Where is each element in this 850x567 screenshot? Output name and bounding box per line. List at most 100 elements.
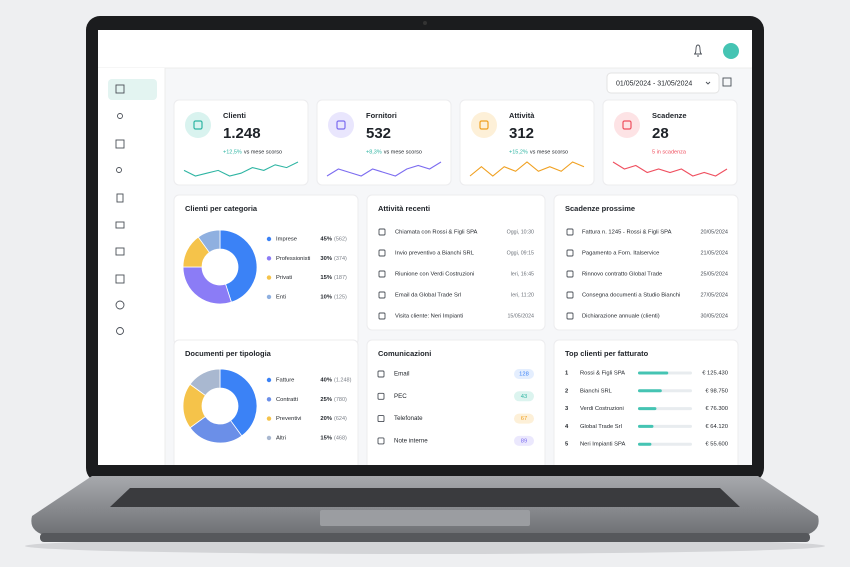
kpi-note: vs mese scorso xyxy=(530,149,568,155)
nav-clienti[interactable] xyxy=(117,113,123,119)
legend-dot xyxy=(266,236,272,242)
kpi-value: 1.248 xyxy=(223,125,261,142)
client-revenue: € 64.120 xyxy=(705,424,728,430)
kpi-icon-bg xyxy=(471,112,497,138)
front-edge xyxy=(40,533,810,542)
sparkline xyxy=(469,161,585,177)
kpi-icon-bg xyxy=(185,112,211,138)
donut-segment xyxy=(189,368,221,396)
client-revenue: € 125.430 xyxy=(702,371,728,377)
legend-dot xyxy=(266,397,272,402)
bell-icon[interactable] xyxy=(694,44,702,57)
item-icon xyxy=(566,291,574,299)
kpi-value: 28 xyxy=(652,125,669,142)
bar xyxy=(638,424,654,428)
client-rank: 4 xyxy=(565,424,569,430)
nav-archivio[interactable] xyxy=(115,247,125,256)
activity-time: 15/05/2024 xyxy=(507,313,534,319)
legend-label: Enti xyxy=(276,294,286,300)
legend-dot xyxy=(266,256,272,261)
card xyxy=(553,194,739,331)
kpi-note: vs mese scorso xyxy=(244,149,282,155)
item-icon xyxy=(566,228,574,236)
item-icon xyxy=(566,249,574,257)
legend-count: (780) xyxy=(334,397,347,403)
count-badge xyxy=(514,369,534,379)
item-icon xyxy=(377,437,385,445)
sparkline xyxy=(326,161,442,177)
nav-report[interactable] xyxy=(115,300,125,310)
activity-time: Oggi, 10:30 xyxy=(507,229,534,235)
legend-percent: 40% xyxy=(320,378,332,384)
legend-dot xyxy=(266,416,272,421)
kpi-note: 5 in scadenza xyxy=(652,149,687,155)
calendar-button[interactable] xyxy=(722,77,732,87)
sparkline xyxy=(183,161,299,177)
legend-percent: 45% xyxy=(320,237,332,243)
activity-text: Visita cliente: Neri Impianti xyxy=(395,314,463,320)
deadline-date: 30/05/2024 xyxy=(700,313,728,319)
item-icon xyxy=(378,312,386,320)
client-revenue: € 98.750 xyxy=(705,388,728,394)
kpi-icon xyxy=(622,120,632,130)
count-value: 128 xyxy=(519,372,529,378)
deadline-text: Fattura n. 1245 - Rossi & Figli SPA xyxy=(582,230,672,236)
kpi-label: Fornitori xyxy=(366,111,397,120)
client-rank: 1 xyxy=(565,371,569,377)
item-icon xyxy=(377,370,385,378)
client-revenue: € 55.600 xyxy=(705,442,728,448)
avatar[interactable] xyxy=(723,43,739,59)
date-picker[interactable] xyxy=(606,72,720,94)
activity-time: Oggi, 09:15 xyxy=(507,250,534,256)
chevron xyxy=(705,81,711,85)
legend-count: (187) xyxy=(334,275,347,281)
item-icon xyxy=(377,392,385,400)
card-title: Documenti per tipologia xyxy=(185,349,272,358)
client-rank: 2 xyxy=(565,388,568,394)
count-badge xyxy=(514,435,534,446)
kpi-label: Clienti xyxy=(223,111,246,120)
activity-text: Riunione con Verdi Costruzioni xyxy=(395,272,474,278)
card-title: Scadenze prossime xyxy=(565,204,635,213)
bar xyxy=(638,389,662,393)
legend-label: Preventivi xyxy=(276,416,301,422)
deadline-date: 20/05/2024 xyxy=(700,229,728,235)
nav-fornitori[interactable] xyxy=(115,139,125,149)
card xyxy=(366,194,546,331)
legend-dot xyxy=(266,377,272,383)
bar xyxy=(638,407,657,411)
item-icon xyxy=(377,415,385,423)
nav-email[interactable] xyxy=(115,221,125,229)
sparkline xyxy=(612,161,728,177)
client-name: Rossi & Figli SPA xyxy=(580,371,625,377)
top-bar xyxy=(98,30,752,68)
count-value: 89 xyxy=(521,438,527,444)
kpi-icon xyxy=(193,120,203,130)
nav-calendario[interactable] xyxy=(115,274,125,284)
bar xyxy=(638,371,669,375)
item-icon xyxy=(378,249,386,257)
card-title: Clienti per categoria xyxy=(185,204,258,213)
channel-label: Telefonate xyxy=(394,415,423,422)
donut-segment xyxy=(219,368,258,437)
kpi-icon xyxy=(479,120,489,130)
nav-dashboard[interactable] xyxy=(115,84,125,94)
bar-track xyxy=(638,442,692,446)
client-name: Verdi Costruzioni xyxy=(580,406,624,412)
legend-percent: 15% xyxy=(320,435,332,441)
nav-contatti[interactable] xyxy=(116,167,122,173)
nav-impostazioni[interactable] xyxy=(116,327,124,335)
legend-label: Contratti xyxy=(276,397,298,403)
deadline-text: Consegna documenti a Studio Bianchi xyxy=(582,293,680,299)
card-title: Comunicazioni xyxy=(378,349,431,358)
card xyxy=(553,339,739,465)
nav-documenti[interactable] xyxy=(116,193,124,203)
legend-percent: 15% xyxy=(320,275,332,281)
screen: 01/05/2024 - 31/05/2024 Clienti 1.248 +12,… xyxy=(98,30,752,465)
activity-text: Email da Global Trade Srl xyxy=(395,293,461,299)
keyboard xyxy=(110,488,740,507)
legend-count: (624) xyxy=(334,416,347,422)
activity-time: Ieri, 16:45 xyxy=(510,271,534,277)
